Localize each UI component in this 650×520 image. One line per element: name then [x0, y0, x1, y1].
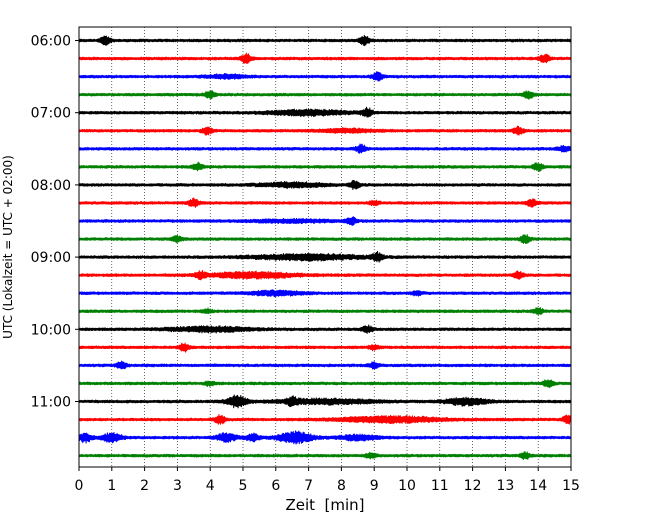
trace-0615 [78, 52, 572, 65]
x-tick-label: 8 [337, 478, 346, 494]
trace-1115 [78, 414, 572, 425]
x-tick-label: 2 [140, 478, 149, 494]
x-tick-label: 10 [398, 478, 416, 494]
trace-0600 [78, 34, 572, 47]
x-tick-label: 0 [75, 478, 84, 494]
trace-0945 [78, 307, 572, 316]
x-tick-label: 14 [529, 478, 547, 494]
trace-0815 [78, 197, 572, 208]
y-axis-title: UTC (Lokalzeit = UTC + 02:00) [1, 155, 15, 339]
trace-1145 [78, 451, 572, 460]
trace-1100 [78, 394, 572, 409]
x-tick-label: 9 [370, 478, 379, 494]
x-tick-label: 15 [562, 478, 580, 494]
trace-1045 [78, 379, 572, 389]
x-tick-label: 6 [271, 478, 280, 494]
y-tick-label: 09:00 [31, 250, 71, 266]
trace-0900 [78, 250, 572, 263]
trace-0645 [78, 90, 572, 100]
trace-1030 [78, 360, 572, 370]
x-axis: 0 1 2 3 4 5 6 7 8 9 10 11 12 13 14 15 [75, 467, 580, 494]
x-axis-title: Zeit [min] [285, 496, 364, 514]
y-tick-label: 11:00 [31, 395, 71, 411]
trace-0745 [78, 161, 572, 172]
y-tick-label: 07:00 [31, 106, 71, 122]
trace-0930 [78, 289, 572, 298]
trace-0715 [78, 125, 572, 136]
trace-0630 [78, 71, 572, 82]
x-tick-label: 13 [496, 478, 514, 494]
trace-0730 [78, 143, 572, 154]
trace-1015 [78, 342, 572, 353]
x-tick-label: 12 [464, 478, 482, 494]
y-tick-label: 06:00 [31, 34, 71, 50]
x-tick-label: 1 [107, 478, 116, 494]
x-tick-label: 3 [173, 478, 182, 494]
y-tick-label: 08:00 [31, 178, 71, 194]
trace-group [78, 34, 572, 460]
trace-0845 [78, 234, 572, 244]
trace-0800 [78, 179, 572, 191]
plot-frame [78, 26, 572, 468]
x-tick-label: 11 [431, 478, 449, 494]
trace-1000 [78, 324, 572, 334]
trace-0700 [78, 106, 572, 118]
x-tick-label: 4 [206, 478, 215, 494]
x-tick-label: 5 [239, 478, 248, 494]
trace-0915 [78, 270, 572, 281]
trace-0830 [78, 216, 572, 227]
y-tick-label: 10:00 [31, 322, 71, 338]
trace-1130 [78, 430, 572, 445]
vertical-grid [111, 27, 539, 467]
y-axis: 06:00 07:00 08:00 09:00 10:00 11:00 [31, 34, 79, 411]
x-tick-label: 7 [304, 478, 313, 494]
